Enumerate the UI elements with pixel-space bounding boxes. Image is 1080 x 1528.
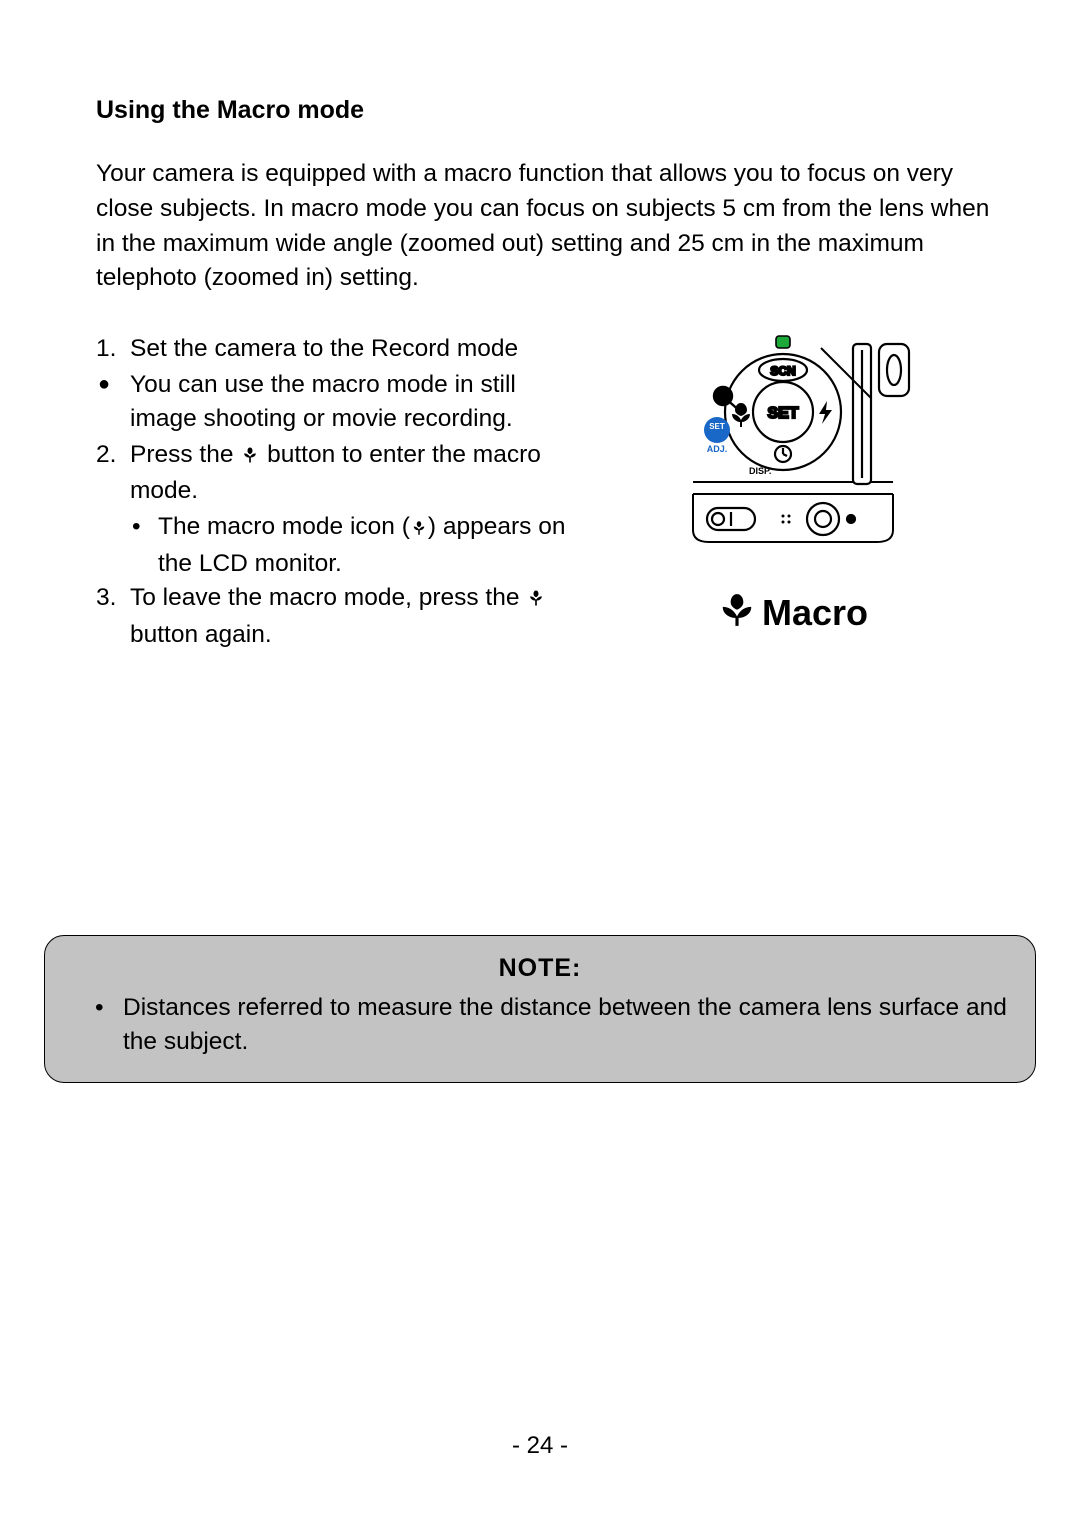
step-1-bullet: ● You can use the macro mode in still im…	[96, 368, 566, 436]
set-label: SET	[767, 405, 798, 422]
step-3: 3. To leave the macro mode, press the bu…	[96, 581, 566, 652]
sub-bullet-dot: •	[132, 510, 158, 544]
note-box: NOTE: • Distances referred to measure th…	[44, 935, 1036, 1083]
setadj-set: SET	[709, 422, 725, 431]
step-2-number: 2.	[96, 438, 130, 472]
step-2-text: Press the button to enter the macro mode…	[130, 438, 566, 509]
macro-icon	[526, 584, 546, 618]
note-title: NOTE:	[67, 954, 1013, 983]
note-item: • Distances referred to measure the dist…	[95, 991, 1013, 1060]
step-2-pre: Press the	[130, 441, 240, 468]
scn-label: SCN	[770, 364, 795, 378]
macro-icon	[410, 513, 428, 547]
macro-label-text: Macro	[762, 592, 868, 634]
step-1: 1. Set the camera to the Record mode	[96, 332, 566, 366]
note-item-text: Distances referred to measure the distan…	[123, 991, 1013, 1060]
intro-paragraph: Your camera is equipped with a macro fun…	[96, 157, 992, 296]
macro-label-row: Macro	[663, 591, 923, 634]
step-2-sub-pre: The macro mode icon (	[158, 513, 410, 540]
step-3-post: button again.	[130, 621, 272, 648]
step-3-text: To leave the macro mode, press the butto…	[130, 581, 566, 652]
camera-diagram: SET SCN	[663, 332, 923, 634]
note-bullet-dot: •	[95, 991, 123, 1060]
page-number: - 24 -	[0, 1432, 1080, 1460]
step-2-sub: • The macro mode icon () appears on the …	[132, 510, 566, 581]
step-1-bullet-text: You can use the macro mode in still imag…	[130, 368, 566, 436]
disp-label: DISP.	[749, 466, 771, 476]
section-heading: Using the Macro mode	[96, 96, 992, 125]
step-1-number: 1.	[96, 332, 130, 366]
setadj-adj: ADJ.	[707, 444, 728, 454]
content-row: 1. Set the camera to the Record mode ● Y…	[96, 332, 992, 653]
bullet-dot: ●	[96, 368, 130, 400]
diagram-column: SET SCN	[594, 332, 992, 653]
step-2-sub-text: The macro mode icon () appears on the LC…	[158, 510, 566, 581]
step-3-number: 3.	[96, 581, 130, 615]
step-1-text: Set the camera to the Record mode	[130, 332, 566, 366]
step-3-pre: To leave the macro mode, press the	[130, 584, 526, 611]
step-2: 2. Press the button to enter the macro m…	[96, 438, 566, 509]
steps-column: 1. Set the camera to the Record mode ● Y…	[96, 332, 566, 653]
macro-icon	[718, 591, 756, 634]
macro-icon	[240, 441, 260, 475]
